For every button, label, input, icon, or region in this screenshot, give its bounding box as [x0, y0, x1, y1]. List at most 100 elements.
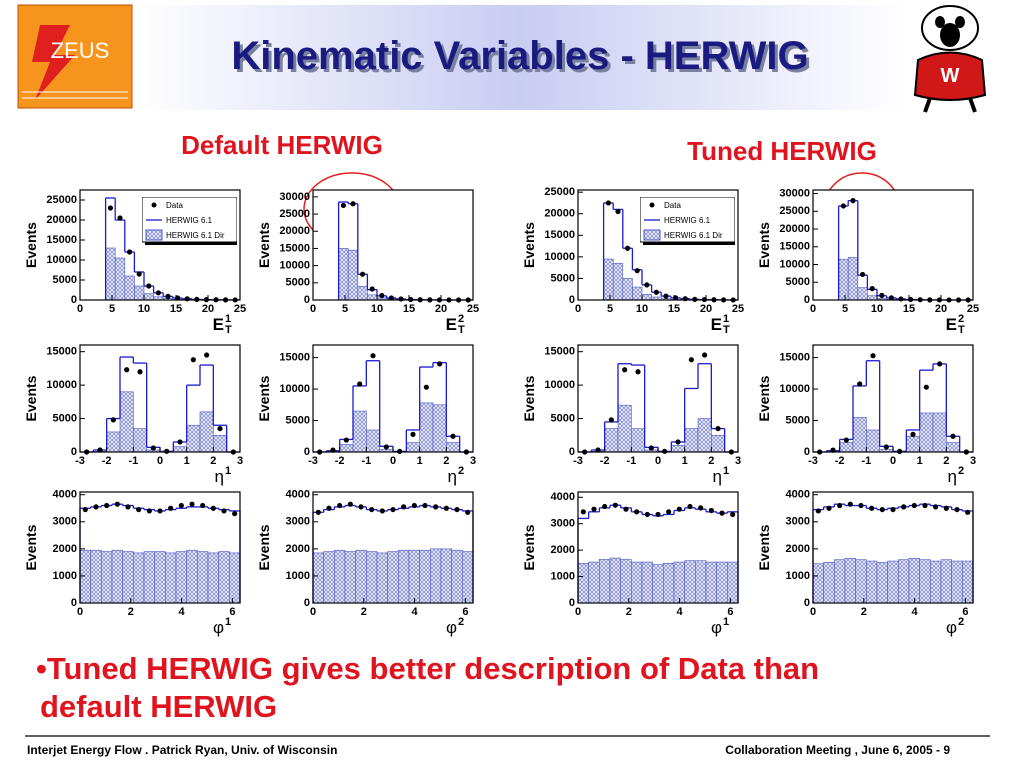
x-tick-label: 20 — [202, 303, 214, 315]
x-tick-label: 0 — [575, 606, 581, 618]
x-axis-label: E — [946, 315, 957, 334]
hist-bin-dir — [432, 404, 447, 453]
y-tick-label: 25000 — [46, 194, 77, 206]
x-tick-label: 0 — [310, 303, 316, 315]
y-tick-label: 0 — [71, 294, 77, 306]
data-point — [397, 448, 403, 454]
hist-bin-dir — [143, 551, 155, 604]
data-point — [634, 509, 640, 515]
legend-label: HERWIG 6.1 — [664, 216, 711, 225]
x-tick-label: 0 — [810, 303, 816, 315]
data-point — [189, 501, 195, 507]
hist-bin-dir — [641, 561, 653, 604]
hist-bin-dir — [90, 549, 102, 604]
x-tick-label: 6 — [727, 606, 733, 618]
y-axis-label: Events — [756, 524, 772, 570]
x-tick-label: -1 — [361, 455, 371, 467]
data-point — [136, 506, 142, 513]
y-tick-label: 15000 — [544, 346, 575, 358]
y-tick-label: 15000 — [544, 229, 575, 241]
y-tick-label: 5000 — [53, 274, 77, 286]
hist-bin-dir — [154, 551, 166, 604]
x-axis-label: η — [448, 467, 457, 486]
x-axis-label: E — [711, 315, 722, 334]
data-point — [815, 508, 821, 514]
x-tick-label: 25 — [732, 303, 744, 315]
x-tick-label: 25 — [967, 303, 979, 315]
data-point — [221, 508, 227, 514]
data-point — [369, 286, 375, 292]
x-axis-label: φ — [711, 618, 722, 637]
legend-swatch — [643, 229, 661, 241]
x-axis-label-sup: 1 — [723, 616, 729, 628]
y-tick-label: 0 — [304, 446, 310, 458]
x-tick-label: 2 — [943, 455, 949, 467]
data-point — [662, 448, 668, 454]
hist-bin-dir — [716, 561, 728, 604]
hist-bin-dir — [866, 560, 878, 604]
y-tick-label: 0 — [569, 446, 575, 458]
x-axis-label: φ — [446, 618, 457, 637]
hist-bin-dir — [134, 285, 145, 301]
x-tick-label: 3 — [970, 455, 976, 467]
hist-bin-dir — [705, 561, 717, 604]
hist-bin-dir — [446, 442, 460, 453]
data-point — [692, 296, 698, 302]
x-tick-label: 20 — [935, 303, 947, 315]
data-point — [150, 445, 156, 451]
y-tick-label: 5000 — [286, 277, 310, 289]
subtitle: Default HERWIG — [181, 130, 383, 160]
hist-bin-dir — [812, 563, 824, 604]
data-point — [210, 505, 216, 511]
hist-bin-dir — [588, 561, 600, 604]
data-point — [602, 503, 608, 510]
x-tick-label: 1 — [417, 455, 423, 467]
x-axis-label: η — [948, 467, 957, 486]
hist-bin-dir — [898, 559, 910, 604]
data-point — [107, 205, 113, 211]
x-tick-label: 4 — [912, 606, 919, 618]
data-point — [708, 507, 714, 514]
y-tick-label: 2000 — [53, 543, 77, 555]
hist-bin-dir — [663, 563, 675, 604]
y-tick-label: 0 — [569, 294, 575, 306]
x-tick-label: 10 — [138, 303, 150, 315]
plot-frame — [312, 189, 474, 301]
x-tick-label: -1 — [128, 455, 138, 467]
x-tick-label: 6 — [962, 606, 968, 618]
y-tick-label: 15000 — [779, 351, 810, 363]
data-point — [379, 292, 385, 299]
hist-bin-dir — [133, 428, 147, 453]
hist-bin-dir — [919, 412, 934, 453]
y-tick-label: 5000 — [786, 276, 810, 288]
legend-label: HERWIG 6.1 — [166, 216, 213, 225]
data-point — [117, 215, 123, 221]
data-point — [433, 504, 439, 510]
y-axis-label: Events — [23, 222, 39, 268]
x-tick-label: 2 — [708, 455, 714, 467]
hist-bin-dir — [908, 558, 920, 604]
hist-bin-dir — [406, 442, 420, 453]
hist-bin-dir — [684, 560, 696, 604]
data-point — [615, 208, 621, 215]
hist-bin-dir — [632, 286, 643, 301]
x-axis-label: E — [213, 315, 224, 334]
y-tick-label: 0 — [304, 597, 310, 609]
y-axis-label: Events — [756, 222, 772, 268]
x-tick-label: 0 — [310, 606, 316, 618]
hist-bin-dir — [387, 551, 399, 604]
data-point — [653, 289, 660, 295]
data-point — [898, 296, 904, 302]
data-point — [888, 295, 895, 301]
y-tick-label: 15000 — [279, 242, 310, 254]
x-tick-label: 0 — [575, 303, 581, 315]
y-tick-label: 2000 — [551, 544, 575, 556]
hist-bin-dir — [175, 551, 187, 604]
hist-bin-dir — [339, 444, 354, 453]
data-point — [612, 502, 618, 508]
hist-bin-dir — [419, 402, 434, 453]
x-tick-label: 25 — [234, 303, 246, 315]
data-point — [110, 417, 116, 423]
